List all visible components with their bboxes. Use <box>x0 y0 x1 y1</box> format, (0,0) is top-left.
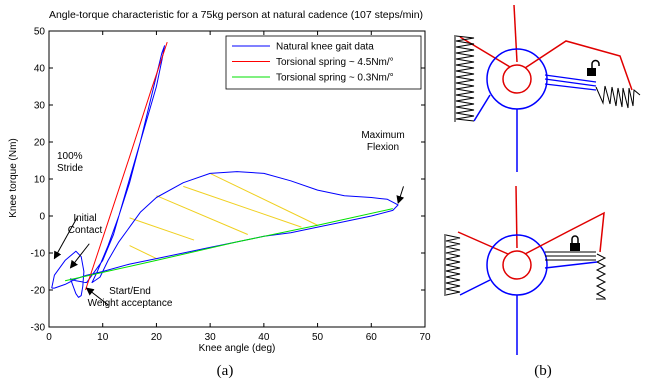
legend-entry-natural: Natural knee gait data <box>276 42 374 53</box>
annotation-label: Contact <box>68 225 103 236</box>
x-tick-label: 60 <box>366 332 378 343</box>
y-tick-label: 40 <box>34 64 46 75</box>
annotation-arrow <box>85 287 109 306</box>
left-spring-arm <box>473 94 491 122</box>
chart-legend: Natural knee gait data Torsional spring … <box>225 35 422 90</box>
y-tick-label: -10 <box>31 249 46 260</box>
x-tick-label: 20 <box>151 332 163 343</box>
upper-link <box>515 185 518 249</box>
x-axis-ticks: 0 10 20 30 40 50 60 70 <box>46 31 431 343</box>
hatch-line <box>156 195 248 235</box>
x-axis-label: Knee angle (deg) <box>199 343 276 354</box>
upper-link-right <box>524 211 605 255</box>
knee-mechanism-unlocked <box>454 4 641 172</box>
hatch-line <box>209 172 318 226</box>
annotation-label: Stride <box>57 163 84 174</box>
y-tick-label: 20 <box>34 138 46 149</box>
right-rail-3 <box>544 83 597 91</box>
energy-hatch-region <box>129 172 318 260</box>
hatch-line <box>129 245 157 260</box>
annotation-label: 100% <box>57 151 83 162</box>
y-tick-label: 30 <box>34 101 46 112</box>
y-tick-label: -20 <box>31 286 46 297</box>
left-spring-coil <box>455 35 475 122</box>
y-tick-label: 50 <box>34 27 46 38</box>
upper-link-right <box>524 40 633 91</box>
right-rail-2 <box>544 78 597 87</box>
series-spring-low <box>64 208 393 282</box>
caption-b: (b) <box>534 363 552 379</box>
right-rail-1 <box>544 74 597 83</box>
right-spring-arm <box>544 261 598 269</box>
chart-title: Angle-torque characteristic for a 75kg p… <box>49 9 423 21</box>
x-tick-label: 40 <box>258 332 270 343</box>
inner-joint-ring <box>502 250 532 280</box>
hatch-line <box>129 217 195 241</box>
y-tick-label: 10 <box>34 175 46 186</box>
legend-entry-spring-high: Torsional spring ~ 4.5Nm/° <box>276 57 394 68</box>
lock-body-closed <box>570 243 580 251</box>
y-tick-label: -30 <box>31 323 46 334</box>
right-spring-coil <box>595 85 641 109</box>
annotation-label: Weight acceptance <box>88 298 173 309</box>
y-axis-label: Knee torque (Nm) <box>8 138 19 217</box>
x-tick-label: 30 <box>205 332 217 343</box>
x-tick-label: 0 <box>46 332 52 343</box>
x-tick-label: 50 <box>312 332 324 343</box>
inner-joint-ring <box>502 64 532 94</box>
annotation-arrow <box>53 217 78 260</box>
annotation-label: Flexion <box>367 142 399 153</box>
knee-mechanism-locked <box>444 185 607 355</box>
hatch-line <box>183 185 302 228</box>
caption-a: (a) <box>217 363 234 379</box>
x-tick-label: 70 <box>419 332 431 343</box>
series-spring-high <box>85 41 168 291</box>
upper-link-left <box>459 36 511 68</box>
lock-body-open <box>587 68 596 76</box>
y-tick-label: 0 <box>39 212 45 223</box>
annotation-arrow <box>69 243 90 269</box>
y-axis-ticks: -30 -20 -10 0 10 20 30 40 50 <box>31 27 425 334</box>
annotation-label: Maximum <box>361 130 404 141</box>
left-spring-coil <box>445 234 461 296</box>
unlocked-padlock-icon <box>591 59 600 68</box>
upper-link-left <box>457 231 509 255</box>
legend-box <box>225 35 422 90</box>
left-spring-arm <box>459 279 491 296</box>
data-series <box>51 41 399 298</box>
x-tick-label: 10 <box>97 332 109 343</box>
upper-link <box>513 4 518 63</box>
locked-padlock-icon <box>571 235 579 243</box>
annotation-label: Initial <box>73 213 96 224</box>
right-spring-coil <box>595 253 607 299</box>
annotation-arrow <box>396 186 405 205</box>
annotation-label: Start/End <box>109 286 151 297</box>
legend-entry-spring-low: Torsional spring ~ 0.3Nm/° <box>276 73 394 84</box>
